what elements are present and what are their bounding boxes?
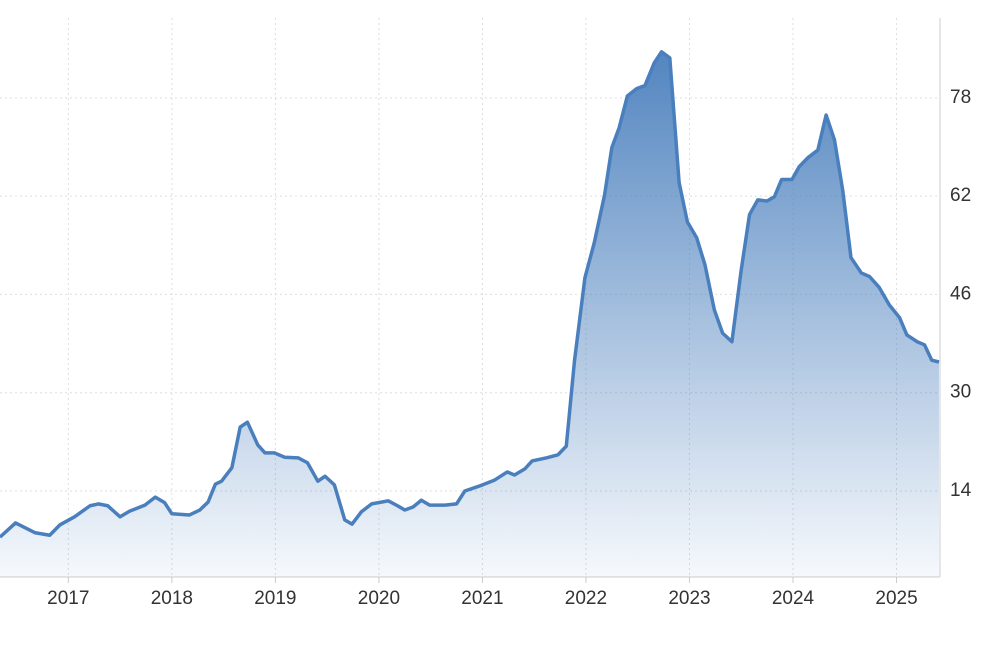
x-tick-label: 2021 bbox=[461, 588, 503, 609]
x-tick-label: 2019 bbox=[254, 588, 296, 609]
area-fill bbox=[0, 51, 939, 578]
y-tick-label: 46 bbox=[950, 283, 971, 304]
x-tick-label: 2023 bbox=[668, 588, 710, 609]
y-tick-label: 78 bbox=[950, 87, 971, 108]
x-tick-label: 2022 bbox=[565, 588, 607, 609]
line bbox=[0, 50, 940, 539]
y-tick-label: 30 bbox=[950, 382, 971, 403]
x-tick-label: 2024 bbox=[772, 588, 815, 609]
y-tick-label: 62 bbox=[950, 185, 971, 206]
y-tick-label: 14 bbox=[950, 480, 972, 501]
x-tick-label: 2017 bbox=[47, 588, 89, 609]
x-tick-label: 2020 bbox=[358, 588, 400, 609]
x-tick-label: 2025 bbox=[875, 588, 917, 609]
x-tick-label: 2018 bbox=[151, 588, 193, 609]
